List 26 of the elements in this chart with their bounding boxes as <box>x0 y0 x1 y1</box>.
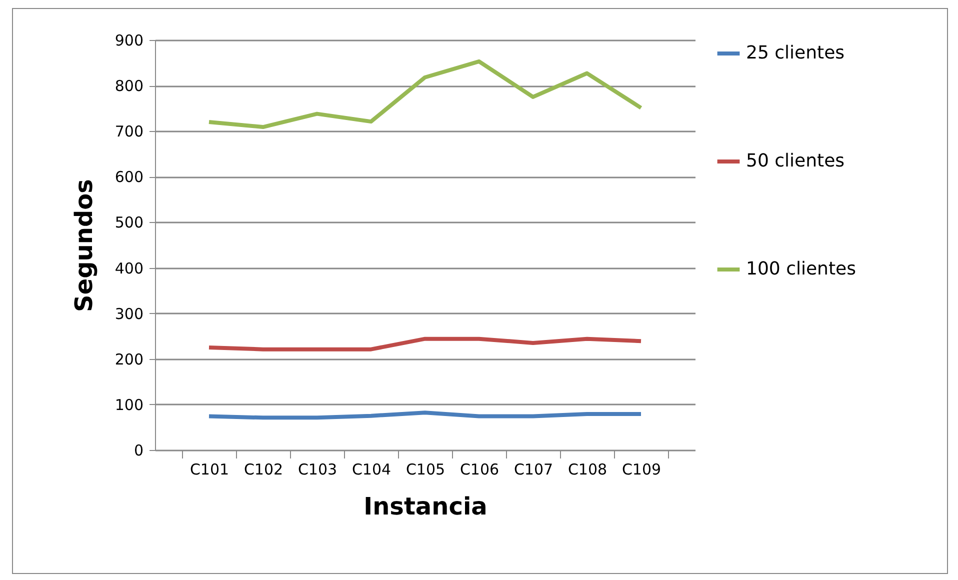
line-series <box>207 59 643 130</box>
y-tick-label: 800 <box>114 77 144 96</box>
x-tick-label: C106 <box>460 460 500 478</box>
y-axis-title: Segundos <box>70 179 98 312</box>
legend-label: 25 clientes <box>746 42 845 64</box>
x-axis-title: Instancia <box>364 492 488 520</box>
y-tick-label: 600 <box>114 168 144 186</box>
x-tick-label: C108 <box>568 460 608 478</box>
y-tick-label: 500 <box>114 214 144 232</box>
y-tick-label: 300 <box>114 304 144 323</box>
x-tick-label: C102 <box>244 460 284 478</box>
y-tick-label: 700 <box>114 122 144 141</box>
line-series <box>207 336 643 352</box>
y-tick-label: 100 <box>114 396 144 414</box>
y-tick-label: 900 <box>114 32 144 50</box>
x-tick-label: C103 <box>298 460 338 478</box>
x-tick-label: C107 <box>514 460 554 478</box>
x-tick-label: C105 <box>406 460 446 478</box>
x-tick-label: C109 <box>622 460 662 478</box>
x-tick-label: C101 <box>190 460 230 478</box>
legend-label: 100 clientes <box>746 258 856 280</box>
x-tick-label: C104 <box>352 460 392 478</box>
legend-label: 50 clientes <box>746 150 845 172</box>
y-tick-label: 0 <box>134 442 144 460</box>
y-tick-label: 200 <box>114 350 144 368</box>
y-tick-label: 400 <box>114 259 144 278</box>
